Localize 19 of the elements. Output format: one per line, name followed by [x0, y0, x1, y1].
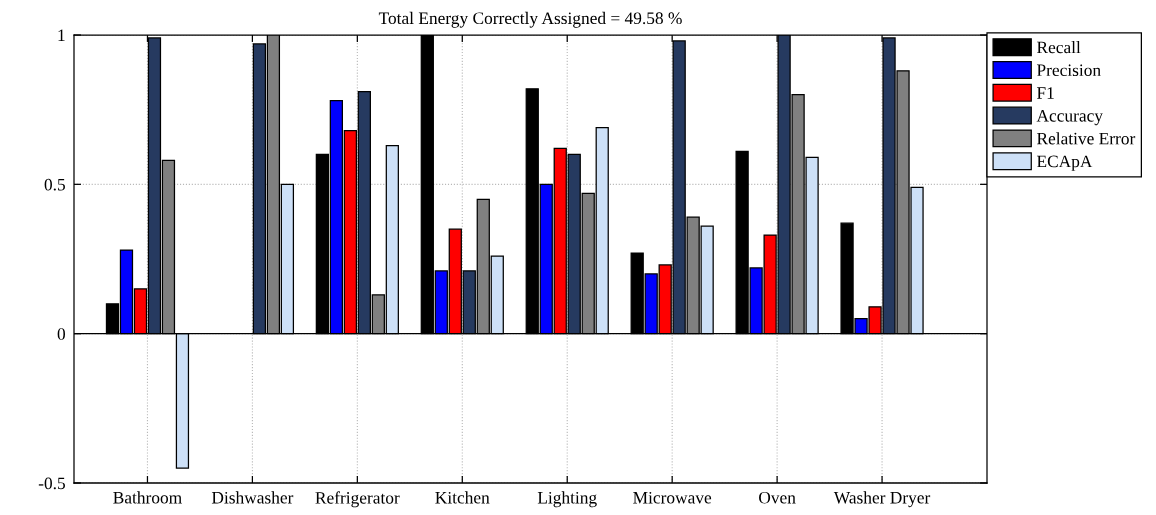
legend-label: F1 — [1036, 87, 1054, 99]
x-tick-label: Bathroom — [113, 491, 182, 504]
y-tick-label: 0.5 — [44, 178, 65, 191]
y-tick-label: -0.5 — [38, 477, 65, 490]
chart-title: Total Energy Correctly Assigned = 49.58 % — [378, 11, 682, 28]
x-tick-label: Dishwasher — [211, 491, 294, 504]
legend-label: Recall — [1036, 41, 1081, 54]
y-tick-label: 1 — [58, 29, 65, 42]
x-tick-label: Kitchen — [435, 491, 490, 504]
x-tick-label: Washer Dryer — [833, 491, 931, 508]
x-tick-label: Refrigerator — [315, 491, 400, 508]
x-tick-label: Oven — [759, 491, 796, 504]
x-tick-label: Lighting — [537, 491, 597, 508]
x-tick-label: Microwave — [633, 491, 712, 504]
legend-label: Relative Error — [1036, 132, 1136, 145]
legend-label: ECApA — [1036, 155, 1093, 171]
y-tick-label: 0 — [57, 328, 65, 340]
legend-label: Precision — [1036, 64, 1101, 77]
legend-label: Accuracy — [1036, 110, 1103, 126]
